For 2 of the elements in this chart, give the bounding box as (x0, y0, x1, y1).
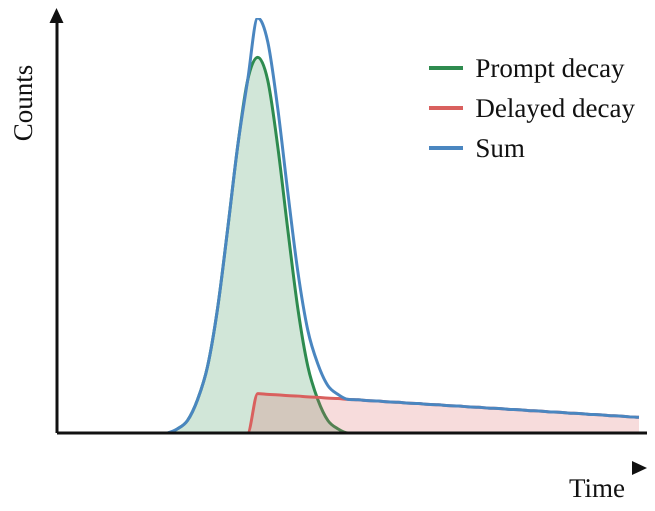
y-axis-title: Counts (8, 64, 38, 142)
x-axis-title: Time (568, 473, 626, 503)
